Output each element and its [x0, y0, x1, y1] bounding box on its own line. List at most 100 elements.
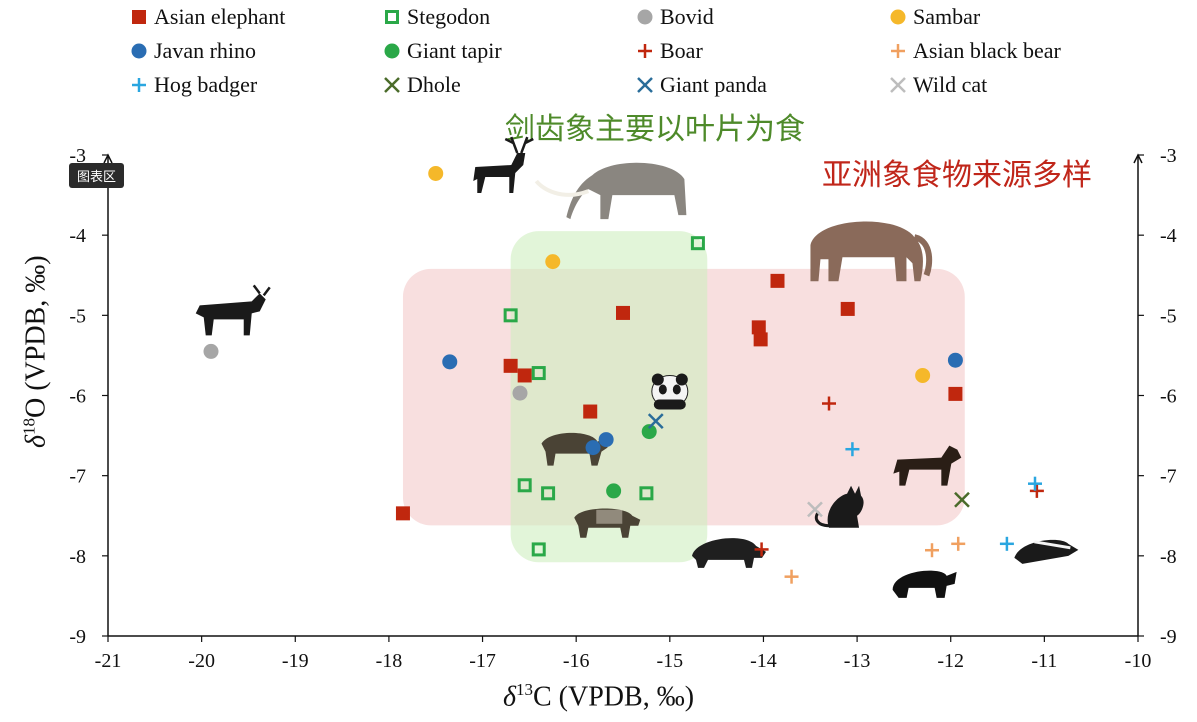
data-point: [754, 542, 769, 557]
boar-illustration: [692, 538, 766, 568]
legend-marker-shape: [132, 78, 146, 92]
stegodon-illustration: [534, 162, 687, 220]
x-tick-label: -21: [95, 650, 122, 672]
legend-marker: [891, 44, 905, 58]
y-tick-label-left: -5: [69, 305, 86, 327]
legend-label: Bovid: [660, 4, 714, 29]
x-axis-title-text: C (VPDB, ‰): [533, 681, 695, 713]
y-tick-label-left: -4: [69, 225, 86, 247]
data-point: [395, 506, 410, 521]
x-tick-label: -17: [469, 650, 496, 672]
legend-item: Bovid: [636, 4, 714, 30]
legend-marker: [638, 44, 652, 58]
tapir-illustration: [574, 508, 641, 538]
y-tick-label-right: -4: [1160, 225, 1177, 247]
data-point: [647, 413, 664, 430]
legend-marker-shape: [385, 10, 399, 24]
legend-label: Giant panda: [660, 72, 767, 97]
legend-marker-shape: [637, 9, 653, 25]
legend-marker: [132, 10, 146, 24]
legend-label: Asian elephant: [154, 4, 286, 29]
legend-label: Stegodon: [407, 4, 491, 29]
legend-item: Hog badger: [130, 72, 257, 98]
y-tick-label-left: -6: [69, 386, 86, 408]
x-axis-title-sup: 13: [516, 680, 533, 699]
data-point: [639, 486, 654, 501]
elephant-diet-banner: 亚洲象食物来源多样: [822, 158, 1092, 193]
data-point: [585, 440, 601, 456]
legend-label: Boar: [660, 38, 703, 63]
y-tick-label-left: -3: [69, 145, 86, 167]
legend-marker: [637, 9, 653, 25]
legend-label: Hog badger: [154, 72, 258, 97]
legend-item: Boar: [636, 38, 703, 64]
legend-marker: [890, 77, 906, 93]
dhole-illustration: [893, 445, 962, 486]
data-point: [531, 366, 546, 381]
data-point: [606, 483, 622, 499]
highlight-region: [510, 231, 708, 563]
data-point: [531, 542, 546, 557]
data-point: [770, 273, 785, 288]
legend-marker-shape: [131, 43, 147, 59]
chart-area-tag[interactable]: 图表区: [69, 163, 125, 188]
y-tick-label-right: -9: [1160, 626, 1177, 648]
data-point: [517, 368, 532, 383]
x-axis-title: δ13C (VPDB, ‰): [0, 680, 1197, 713]
data-point: [822, 396, 836, 411]
x-tick-label: -12: [937, 650, 964, 672]
x-tick-label: -16: [563, 650, 590, 672]
bear-illustration: [892, 570, 957, 598]
legend-marker-shape: [384, 77, 400, 93]
legend-item: Javan rhino: [130, 38, 256, 64]
legend-marker-shape: [132, 10, 146, 24]
y-tick-label-left: -8: [69, 546, 86, 568]
data-point: [807, 501, 823, 518]
data-point: [1029, 483, 1044, 498]
y-tick-label-left: -7: [69, 466, 86, 488]
legend-marker: [385, 10, 399, 24]
x-axis-title-delta: δ: [502, 681, 516, 713]
data-point: [751, 320, 766, 335]
y-tick-label-left: -9: [69, 626, 86, 648]
legend-marker-shape: [384, 43, 400, 59]
data-point: [951, 536, 966, 551]
panda-illustration: [651, 373, 689, 410]
legend-marker-shape: [637, 77, 653, 93]
legend-item: Asian elephant: [130, 4, 285, 30]
data-point: [925, 543, 939, 558]
data-point: [840, 301, 855, 316]
legend-item: Sambar: [889, 4, 980, 30]
legend-marker: [384, 77, 400, 93]
legend-marker: [132, 78, 146, 92]
data-point: [598, 432, 614, 448]
legend-marker-shape: [890, 77, 906, 93]
bovid-illustration: [195, 284, 271, 336]
legend-marker: [384, 43, 400, 59]
y-tick-label-right: -5: [1160, 305, 1177, 327]
data-point: [442, 354, 458, 370]
data-point: [203, 343, 219, 359]
stegodon-diet-banner: 剑齿象主要以叶片为食: [505, 112, 805, 147]
x-tick-label: -13: [844, 650, 871, 672]
legend-item: Dhole: [383, 72, 461, 98]
data-point: [503, 308, 518, 323]
y-tick-label-right: -8: [1160, 546, 1177, 568]
data-point: [947, 352, 963, 368]
data-point: [690, 236, 705, 251]
legend-label: Sambar: [913, 4, 981, 29]
x-tick-label: -14: [750, 650, 777, 672]
data-point: [541, 486, 556, 501]
y-tick-label-right: -3: [1160, 145, 1177, 167]
badger-illustration: [1014, 539, 1079, 564]
deer-illustration: [473, 136, 534, 194]
data-point: [641, 424, 657, 440]
legend-label: Javan rhino: [154, 38, 257, 63]
asian-elephant-illustration: [810, 221, 933, 282]
legend-marker-shape: [890, 9, 906, 25]
y-axis-title: δ18O (VPDB, ‰): [19, 162, 52, 542]
legend-item: Giant panda: [636, 72, 767, 98]
y-tick-label-right: -7: [1160, 466, 1177, 488]
legend: Asian elephant Stegodon Bovid Sambar Javan r…: [0, 0, 1197, 110]
